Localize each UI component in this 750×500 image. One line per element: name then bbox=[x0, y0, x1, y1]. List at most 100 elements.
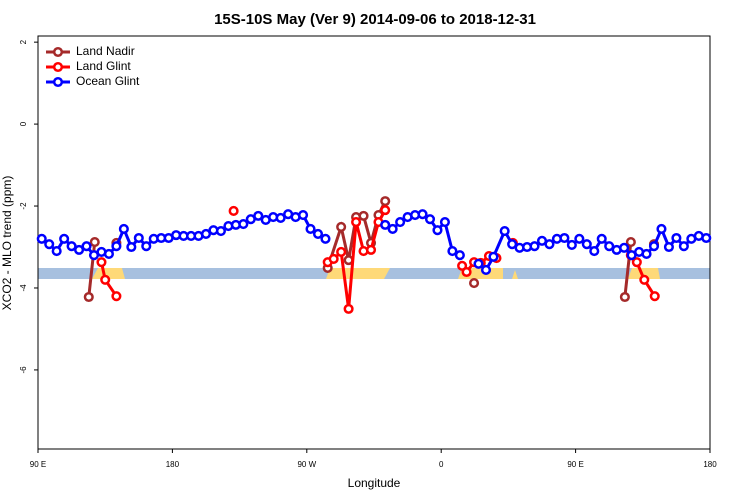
x-tick-label: 90 E bbox=[567, 460, 583, 469]
point bbox=[581, 239, 592, 250]
land-patch bbox=[628, 268, 660, 279]
legend-marker bbox=[52, 76, 64, 88]
point bbox=[253, 210, 264, 221]
point bbox=[358, 210, 369, 221]
point bbox=[59, 233, 70, 244]
point bbox=[447, 246, 458, 257]
x-axis-label: Longitude bbox=[348, 476, 401, 490]
point bbox=[387, 223, 398, 235]
point bbox=[469, 278, 480, 289]
plot-frame bbox=[37, 35, 711, 450]
point bbox=[365, 244, 377, 255]
point bbox=[529, 241, 540, 252]
point bbox=[424, 214, 436, 225]
point bbox=[625, 237, 636, 248]
y-tick-label: 2 bbox=[19, 39, 28, 44]
point bbox=[141, 241, 152, 252]
point bbox=[66, 241, 77, 252]
point bbox=[298, 209, 309, 221]
chart-title: 15S-10S May (Ver 9) 2014-09-06 to 2018-1… bbox=[214, 11, 536, 28]
x-tick-label: 90 W bbox=[297, 460, 316, 469]
point bbox=[488, 251, 499, 262]
legend-marker bbox=[52, 61, 64, 73]
point bbox=[663, 241, 674, 253]
point bbox=[439, 216, 450, 228]
point bbox=[631, 257, 642, 268]
point bbox=[649, 291, 660, 302]
point bbox=[701, 232, 712, 244]
point bbox=[343, 303, 354, 314]
point bbox=[305, 223, 316, 235]
land-patch bbox=[512, 270, 518, 279]
point bbox=[320, 233, 331, 244]
point bbox=[51, 246, 62, 257]
point bbox=[228, 205, 239, 217]
point bbox=[83, 291, 94, 303]
x-tick-label: 0 bbox=[439, 460, 444, 469]
y-axis-label: XCO2 - MLO trend (ppm) bbox=[0, 176, 14, 311]
land-patch bbox=[326, 268, 390, 279]
point bbox=[619, 291, 630, 303]
x-tick-label: 90 E bbox=[30, 460, 46, 469]
point bbox=[656, 223, 667, 235]
point bbox=[328, 253, 339, 264]
point bbox=[215, 225, 226, 237]
point bbox=[103, 248, 114, 260]
point bbox=[44, 239, 55, 250]
point bbox=[507, 239, 518, 250]
point bbox=[74, 244, 85, 255]
legend-label: Land Glint bbox=[76, 59, 131, 73]
point bbox=[596, 233, 607, 244]
y-tick-label: -6 bbox=[19, 366, 28, 374]
point bbox=[604, 241, 615, 252]
point bbox=[559, 232, 570, 244]
point bbox=[641, 248, 652, 260]
point bbox=[336, 221, 347, 232]
point bbox=[417, 209, 428, 220]
point bbox=[81, 241, 92, 252]
point bbox=[473, 258, 484, 269]
x-tick-label: 180 bbox=[703, 460, 717, 469]
point bbox=[133, 232, 144, 244]
point bbox=[589, 246, 600, 257]
land-patch bbox=[92, 268, 125, 279]
point bbox=[432, 225, 443, 236]
x-tick-label: 180 bbox=[166, 460, 180, 469]
point bbox=[380, 219, 391, 230]
point bbox=[89, 237, 100, 248]
point bbox=[574, 233, 585, 244]
legend-label: Ocean Glint bbox=[76, 74, 140, 88]
point bbox=[380, 205, 391, 216]
point bbox=[351, 216, 362, 228]
point bbox=[380, 196, 391, 207]
point bbox=[111, 291, 122, 302]
point bbox=[671, 232, 682, 244]
point bbox=[100, 274, 111, 285]
point bbox=[639, 274, 650, 285]
point bbox=[126, 241, 137, 253]
point bbox=[118, 223, 129, 235]
point bbox=[275, 212, 286, 223]
point bbox=[454, 250, 465, 261]
point bbox=[480, 264, 492, 276]
y-tick-label: -4 bbox=[19, 284, 28, 292]
point bbox=[461, 266, 472, 278]
point bbox=[544, 239, 555, 250]
point bbox=[678, 241, 689, 252]
point bbox=[96, 257, 107, 268]
point bbox=[111, 241, 122, 252]
point bbox=[395, 216, 406, 228]
legend-marker bbox=[52, 46, 64, 58]
y-tick-label: -2 bbox=[19, 202, 28, 210]
point bbox=[36, 233, 47, 244]
point bbox=[648, 241, 660, 252]
point bbox=[619, 242, 630, 253]
point bbox=[200, 228, 212, 239]
point bbox=[312, 228, 324, 239]
legend-label: Land Nadir bbox=[76, 44, 135, 58]
y-tick-label: 0 bbox=[19, 121, 28, 126]
point bbox=[499, 225, 510, 237]
point bbox=[238, 219, 249, 230]
